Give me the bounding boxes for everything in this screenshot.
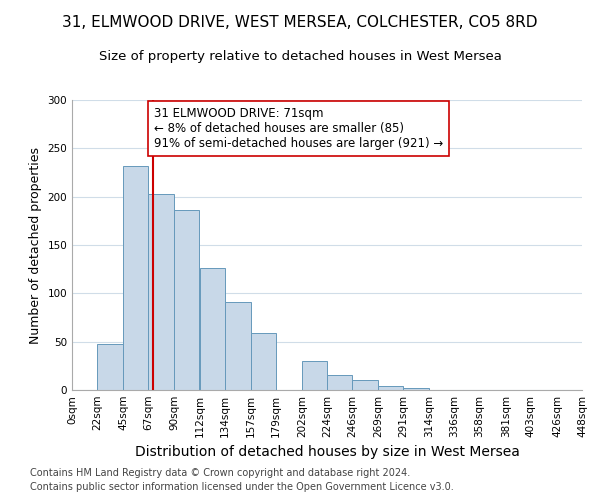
Bar bbox=[403, 388, 430, 390]
Text: Contains HM Land Registry data © Crown copyright and database right 2024.: Contains HM Land Registry data © Crown c… bbox=[30, 468, 410, 477]
Bar bbox=[175, 210, 199, 390]
X-axis label: Distribution of detached houses by size in West Mersea: Distribution of detached houses by size … bbox=[134, 446, 520, 460]
Bar bbox=[224, 302, 251, 390]
Y-axis label: Number of detached properties: Number of detached properties bbox=[29, 146, 42, 344]
Bar bbox=[352, 380, 378, 390]
Bar bbox=[327, 374, 352, 390]
Bar bbox=[97, 344, 123, 390]
Text: 31, ELMWOOD DRIVE, WEST MERSEA, COLCHESTER, CO5 8RD: 31, ELMWOOD DRIVE, WEST MERSEA, COLCHEST… bbox=[62, 15, 538, 30]
Bar bbox=[302, 361, 327, 390]
Text: Contains public sector information licensed under the Open Government Licence v3: Contains public sector information licen… bbox=[30, 482, 454, 492]
Bar bbox=[199, 268, 224, 390]
Text: 31 ELMWOOD DRIVE: 71sqm
← 8% of detached houses are smaller (85)
91% of semi-det: 31 ELMWOOD DRIVE: 71sqm ← 8% of detached… bbox=[154, 107, 443, 150]
Bar bbox=[251, 333, 276, 390]
Bar bbox=[378, 386, 403, 390]
Bar bbox=[123, 166, 148, 390]
Text: Size of property relative to detached houses in West Mersea: Size of property relative to detached ho… bbox=[98, 50, 502, 63]
Bar bbox=[148, 194, 175, 390]
